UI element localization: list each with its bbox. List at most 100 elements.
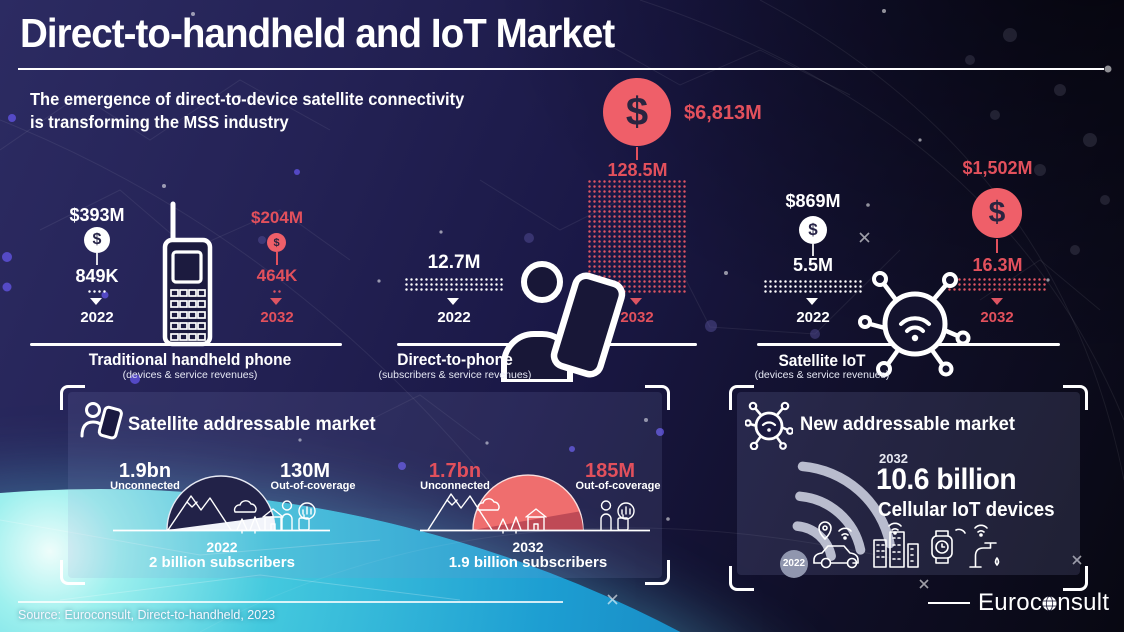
trad-section-subtitle: (devices & service revenues)	[122, 369, 258, 381]
iot-hub-icon	[858, 271, 971, 377]
trad-2022-count: 849K	[75, 266, 119, 286]
c2032-unconnected-value: 1.7bn	[428, 460, 482, 482]
d2p-2022-dots	[404, 277, 504, 291]
iot-2022-dots	[763, 279, 863, 293]
iot-2022-count: 5.5M	[792, 255, 834, 275]
c2032-coverage-value: 185M	[584, 460, 636, 482]
panel1-title: Satellite addressable market	[128, 413, 376, 435]
trad-2022-year: 2022	[80, 309, 114, 326]
corner-bracket-icon	[1063, 566, 1088, 591]
corner-bracket-icon	[60, 560, 85, 585]
corner-bracket-icon	[645, 560, 670, 585]
c2032-unconnected-label: Unconnected	[420, 480, 490, 492]
subtitle-line1: The emergence of direct-to-device satell…	[30, 89, 465, 109]
c2022-unconnected-value: 1.9bn	[118, 460, 172, 482]
corner-bracket-icon	[60, 385, 85, 410]
d2p-2032-dots	[587, 179, 688, 293]
connector	[276, 252, 278, 265]
c2022-unconnected-label: Unconnected	[110, 480, 180, 492]
signal-arcs-icon	[792, 461, 895, 561]
c2032-year: 2032	[512, 539, 544, 555]
c2022-total: 2 billion subscribers	[149, 554, 295, 571]
corner-bracket-icon	[645, 385, 670, 410]
down-arrow-icon	[806, 298, 818, 305]
trad-2022-revenue: $393M	[69, 205, 125, 225]
dollar-icon: $	[84, 227, 110, 253]
source-divider	[18, 601, 563, 603]
dollar-glyph: $	[92, 231, 102, 248]
person-smartphone-icon	[501, 261, 626, 382]
handheld-phone-icon	[162, 201, 213, 347]
iot-section-subtitle: (devices & service revenues)	[754, 369, 890, 381]
down-arrow-icon	[90, 298, 102, 305]
headline-value: 10.6 billion	[876, 463, 1017, 496]
d2p-2022-year: 2022	[437, 309, 471, 326]
d2p-section-title: Direct-to-phone	[397, 351, 513, 369]
trad-2032-revenue: $204M	[251, 208, 303, 227]
subtitle-line2: is transforming the MSS industry	[30, 112, 289, 132]
panel-background	[68, 392, 662, 578]
trad-2032-year: 2032	[260, 309, 294, 326]
down-arrow-icon	[270, 298, 282, 305]
subtitle: The emergence of direct-to-device satell…	[30, 88, 492, 134]
to-year: 2032	[879, 451, 908, 466]
dollar-icon: $	[603, 78, 671, 146]
page-title: Direct-to-handheld and IoT Market	[20, 10, 615, 56]
from-year-badge: 2022	[780, 550, 808, 578]
trad-2022-dots	[87, 289, 107, 294]
down-arrow-icon	[630, 298, 642, 305]
corner-bracket-icon	[729, 385, 754, 410]
d2p-2032-year: 2032	[620, 309, 654, 326]
connector	[812, 244, 814, 256]
semicircle-chart-2022	[113, 475, 330, 534]
dollar-glyph: $	[625, 89, 649, 134]
d2p-section-subtitle: (subscribers & service revenues)	[378, 369, 532, 381]
trad-2032-dots	[272, 289, 282, 294]
trad-2032-count: 464K	[256, 266, 298, 285]
d2p-2032-count: 128.5M	[607, 160, 668, 180]
c2022-coverage-label: Out-of-coverage	[270, 480, 356, 492]
dollar-icon: $	[267, 233, 286, 252]
connector	[636, 147, 638, 160]
d2p-2032-revenue: $6,813M	[684, 102, 762, 124]
dollar-glyph: $	[808, 220, 818, 239]
d2p-2022-count: 12.7M	[427, 252, 481, 273]
globe-icon	[1042, 596, 1057, 611]
dollar-glyph: $	[273, 236, 280, 249]
euroconsult-logo: Euroc nsult	[978, 589, 1109, 617]
corner-bracket-icon	[729, 566, 754, 591]
logo-divider	[928, 602, 970, 604]
connector	[996, 239, 998, 253]
iot-devices-icons	[813, 521, 1000, 569]
dollar-glyph: $	[988, 196, 1006, 229]
c2032-coverage-label: Out-of-coverage	[575, 480, 661, 492]
iot-section-title: Satellite IoT	[778, 352, 866, 370]
c2022-year: 2022	[206, 539, 238, 555]
dollar-icon: $	[799, 216, 827, 244]
down-arrow-icon	[447, 298, 459, 305]
c2022-coverage-value: 130M	[279, 460, 331, 482]
semicircle-chart-2032	[420, 474, 650, 534]
person-map-icon	[80, 402, 123, 440]
iot-2022-revenue: $869M	[785, 191, 841, 211]
trad-section-title: Traditional handheld phone	[88, 351, 292, 369]
connector	[96, 253, 98, 265]
title-underline	[18, 68, 1104, 70]
c2032-total: 1.9 billion subscribers	[448, 554, 608, 571]
iot-2032-dots	[947, 277, 1048, 291]
down-arrow-icon	[991, 298, 1003, 305]
iot-2022-year: 2022	[796, 309, 830, 326]
source-text: Source: Euroconsult, Direct-to-handheld,…	[18, 608, 276, 622]
headline-label: Cellular IoT devices	[878, 499, 1055, 521]
logo-text-post: nsult	[1057, 589, 1110, 616]
iot-2032-count: 16.3M	[972, 255, 1023, 275]
dollar-icon: $	[972, 188, 1022, 238]
panel2-title: New addressable market	[800, 413, 1015, 435]
logo-text-pre: Euroc	[978, 589, 1043, 616]
iot-2032-year: 2032	[980, 309, 1014, 326]
iot-2032-revenue: $1,502M	[962, 158, 1033, 178]
corner-bracket-icon	[1063, 385, 1088, 410]
iot-small-icon	[745, 401, 793, 450]
